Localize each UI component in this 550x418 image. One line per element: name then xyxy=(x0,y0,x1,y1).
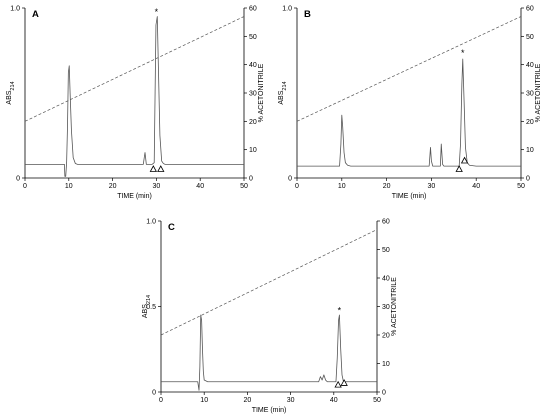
x-tick-label: 0 xyxy=(295,183,299,190)
x-tick-label: 30 xyxy=(287,397,295,404)
y-right-tick-label: 50 xyxy=(526,34,534,41)
y-right-tick-label: 0 xyxy=(249,176,253,183)
absorbance-trace xyxy=(25,16,244,177)
x-tick-label: 30 xyxy=(153,183,161,190)
x-tick-label: 50 xyxy=(240,183,248,190)
y-left-tick-label: 0 xyxy=(152,390,156,397)
peak-star-annotation: * xyxy=(155,7,159,17)
x-tick-label: 10 xyxy=(338,183,346,190)
absorbance-trace xyxy=(297,58,521,167)
fraction-marker-triangle xyxy=(334,380,342,388)
x-tick-label: 0 xyxy=(159,397,163,404)
fraction-marker-triangle xyxy=(340,379,348,386)
panel-label: C xyxy=(168,222,175,233)
y-left-axis-label: ABS214 xyxy=(6,81,16,104)
y-left-axis-label: ABS214 xyxy=(278,81,288,104)
fraction-marker-triangle xyxy=(149,165,158,172)
x-tick-label: 20 xyxy=(109,183,117,190)
x-tick-label: 40 xyxy=(196,183,204,190)
y-right-tick-label: 60 xyxy=(382,219,390,226)
y-right-tick-label: 0 xyxy=(526,176,530,183)
x-axis-label: TIME (min) xyxy=(252,407,287,414)
y-left-tick-label: 1.0 xyxy=(146,219,156,226)
acetonitrile-gradient-line xyxy=(296,16,522,122)
x-tick-label: 0 xyxy=(23,183,27,190)
peak-star-annotation: * xyxy=(461,48,465,58)
y-right-tick-label: 30 xyxy=(249,91,257,98)
acetonitrile-gradient-line xyxy=(24,16,245,122)
peak-star-annotation: * xyxy=(338,306,342,316)
x-tick-label: 40 xyxy=(330,397,338,404)
panel-label: B xyxy=(304,9,311,20)
y-right-tick-label: 20 xyxy=(249,119,257,126)
x-tick-label: 30 xyxy=(428,183,436,190)
x-tick-label: 40 xyxy=(472,183,480,190)
x-tick-label: 20 xyxy=(383,183,391,190)
acetonitrile-gradient-line xyxy=(160,229,378,336)
y-right-tick-label: 10 xyxy=(526,147,534,154)
x-tick-label: 20 xyxy=(244,397,252,404)
y-left-tick-label: 1.0 xyxy=(282,6,292,13)
y-right-tick-label: 40 xyxy=(249,62,257,69)
y-right-tick-label: 10 xyxy=(382,361,390,368)
x-axis-label: TIME (min) xyxy=(392,193,427,200)
y-left-tick-label: 0.5 xyxy=(146,304,156,311)
y-right-tick-label: 30 xyxy=(526,91,534,98)
y-right-tick-label: 20 xyxy=(382,333,390,340)
y-right-tick-label: 60 xyxy=(526,6,534,13)
y-right-tick-label: 40 xyxy=(382,276,390,283)
x-axis-label: TIME (min) xyxy=(117,193,152,200)
y-right-axis-label: % ACETONITRILE xyxy=(391,277,398,336)
y-left-tick-label: 0 xyxy=(288,176,292,183)
fraction-marker-triangle xyxy=(460,156,469,164)
panel-label: A xyxy=(32,9,39,20)
y-right-axis-label: % ACETONITRILE xyxy=(258,63,265,122)
y-left-tick-label: 1.0 xyxy=(10,6,20,13)
y-left-tick-label: 0 xyxy=(16,176,20,183)
y-left-axis-label: ABS214 xyxy=(142,295,152,318)
y-right-tick-label: 10 xyxy=(249,147,257,154)
y-right-tick-label: 50 xyxy=(249,34,257,41)
y-right-tick-label: 30 xyxy=(382,304,390,311)
y-right-axis-label: % ACETONITRILE xyxy=(535,63,542,122)
x-tick-label: 10 xyxy=(65,183,73,190)
fraction-marker-triangle xyxy=(455,165,463,172)
fraction-marker-triangle xyxy=(157,165,165,172)
x-tick-label: 10 xyxy=(200,397,208,404)
x-tick-label: 50 xyxy=(373,397,381,404)
y-right-tick-label: 0 xyxy=(382,390,386,397)
y-right-tick-label: 40 xyxy=(526,62,534,69)
y-right-tick-label: 50 xyxy=(382,247,390,254)
absorbance-trace xyxy=(161,314,377,391)
x-tick-label: 50 xyxy=(517,183,525,190)
y-right-tick-label: 60 xyxy=(249,6,257,13)
y-right-tick-label: 20 xyxy=(526,119,534,126)
